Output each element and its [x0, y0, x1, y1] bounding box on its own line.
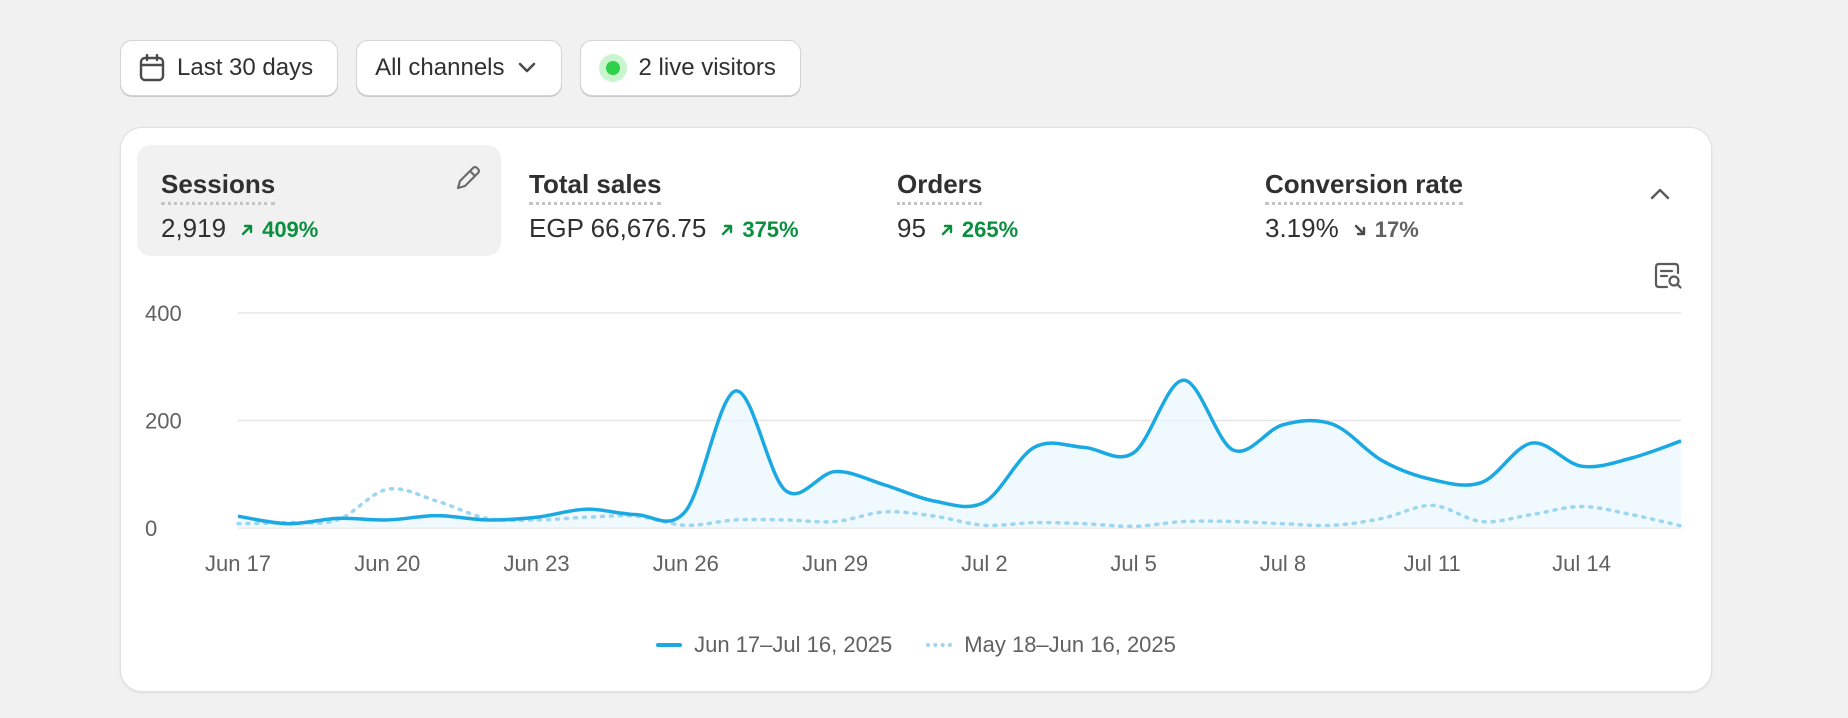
x-tick-label: Jun 17 [205, 551, 271, 576]
current-series-area [238, 380, 1681, 528]
legend-label: Jun 17–Jul 16, 2025 [694, 632, 893, 657]
x-tick-label: Jun 29 [802, 551, 868, 576]
date-range-button[interactable]: Last 30 days [120, 40, 339, 96]
metric-label[interactable]: Total sales [529, 169, 662, 205]
legend-label: May 18–Jun 16, 2025 [964, 632, 1176, 657]
metric-change-value: 17% [1374, 217, 1419, 242]
metric-change: 409% [240, 217, 318, 243]
metric-row: EGP 66,676.75 375% [529, 213, 799, 244]
metric-change-value: 375% [742, 217, 799, 242]
current-series-line [237, 378, 1682, 526]
channel-select[interactable]: All channels [356, 40, 562, 96]
metric-orders[interactable]: Orders 95 265% [873, 145, 1237, 256]
date-range-label: Last 30 days [177, 54, 314, 81]
arrow-up-right-icon [722, 224, 733, 236]
arrow-up-right-icon [241, 224, 253, 236]
explore-report-icon[interactable] [1653, 261, 1683, 296]
metric-value: 2,919 [161, 213, 227, 243]
metric-sessions[interactable]: Sessions 2,919 409% [137, 145, 501, 256]
arrow-down-right-icon [1354, 224, 1365, 236]
pencil-icon[interactable] [453, 163, 483, 198]
live-visitors-label: 2 live visitors [638, 54, 776, 81]
y-tick-label: 200 [145, 409, 182, 434]
metric-change-value: 265% [961, 217, 1019, 242]
filter-bar: Last 30 days All channels 2 live visitor… [120, 40, 801, 96]
metric-value: 3.19% [1265, 213, 1339, 243]
x-tick-label: Jul 11 [1404, 551, 1461, 576]
legend-swatch-solid [656, 643, 683, 647]
x-tick-label: Jun 20 [354, 551, 420, 576]
analytics-card: Sessions 2,919 409% Total sales EGP 66,6… [120, 127, 1712, 692]
metric-row: 3.19% 17% [1265, 213, 1419, 244]
arrow-up-right-icon [941, 224, 953, 236]
live-visitors-button[interactable]: 2 live visitors [579, 40, 801, 96]
y-tick-label: 0 [145, 516, 157, 541]
sessions-line-chart: 400 200 0 Jun 17 Jun 20 Jun 23 Jun 26 Jun 29 Jul… [145, 301, 1683, 576]
metric-total-sales[interactable]: Total sales EGP 66,676.75 375% [505, 145, 869, 256]
x-tick-label: Jul 2 [961, 551, 1007, 576]
metric-value: 95 [897, 213, 926, 243]
metric-change: 17% [1353, 217, 1419, 243]
chart-legend: Jun 17–Jul 16, 2025 May 18–Jun 16, 2025 [121, 632, 1711, 658]
metric-change: 265% [940, 217, 1018, 243]
chevron-down-icon [517, 61, 537, 75]
x-tick-label: Jul 14 [1552, 551, 1611, 576]
metric-row: 2,919 409% [161, 213, 318, 244]
metric-label[interactable]: Sessions [161, 169, 276, 205]
channel-select-label: All channels [375, 54, 505, 81]
legend-item-previous[interactable]: May 18–Jun 16, 2025 [926, 632, 1176, 658]
legend-item-current[interactable]: Jun 17–Jul 16, 2025 [656, 632, 892, 658]
previous-series-line [236, 486, 1683, 529]
x-tick-label: Jul 8 [1260, 551, 1306, 576]
metric-change: 375% [720, 217, 799, 243]
metric-label[interactable]: Orders [897, 169, 983, 205]
legend-swatch-dotted [926, 643, 953, 647]
live-status-icon [598, 54, 627, 82]
y-tick-label: 400 [145, 301, 182, 326]
metric-value: EGP 66,676.75 [529, 213, 707, 243]
x-tick-label: Jun 26 [653, 551, 719, 576]
metric-change-value: 409% [262, 217, 319, 242]
metric-conversion-rate[interactable]: Conversion rate 3.19% 17% [1241, 145, 1605, 256]
x-tick-label: Jul 5 [1110, 551, 1156, 576]
chevron-up-icon[interactable] [1649, 187, 1671, 206]
calendar-icon [139, 54, 165, 82]
x-tick-label: Jun 23 [504, 551, 570, 576]
metric-row: 95 265% [897, 213, 1018, 244]
metric-label[interactable]: Conversion rate [1265, 169, 1463, 205]
